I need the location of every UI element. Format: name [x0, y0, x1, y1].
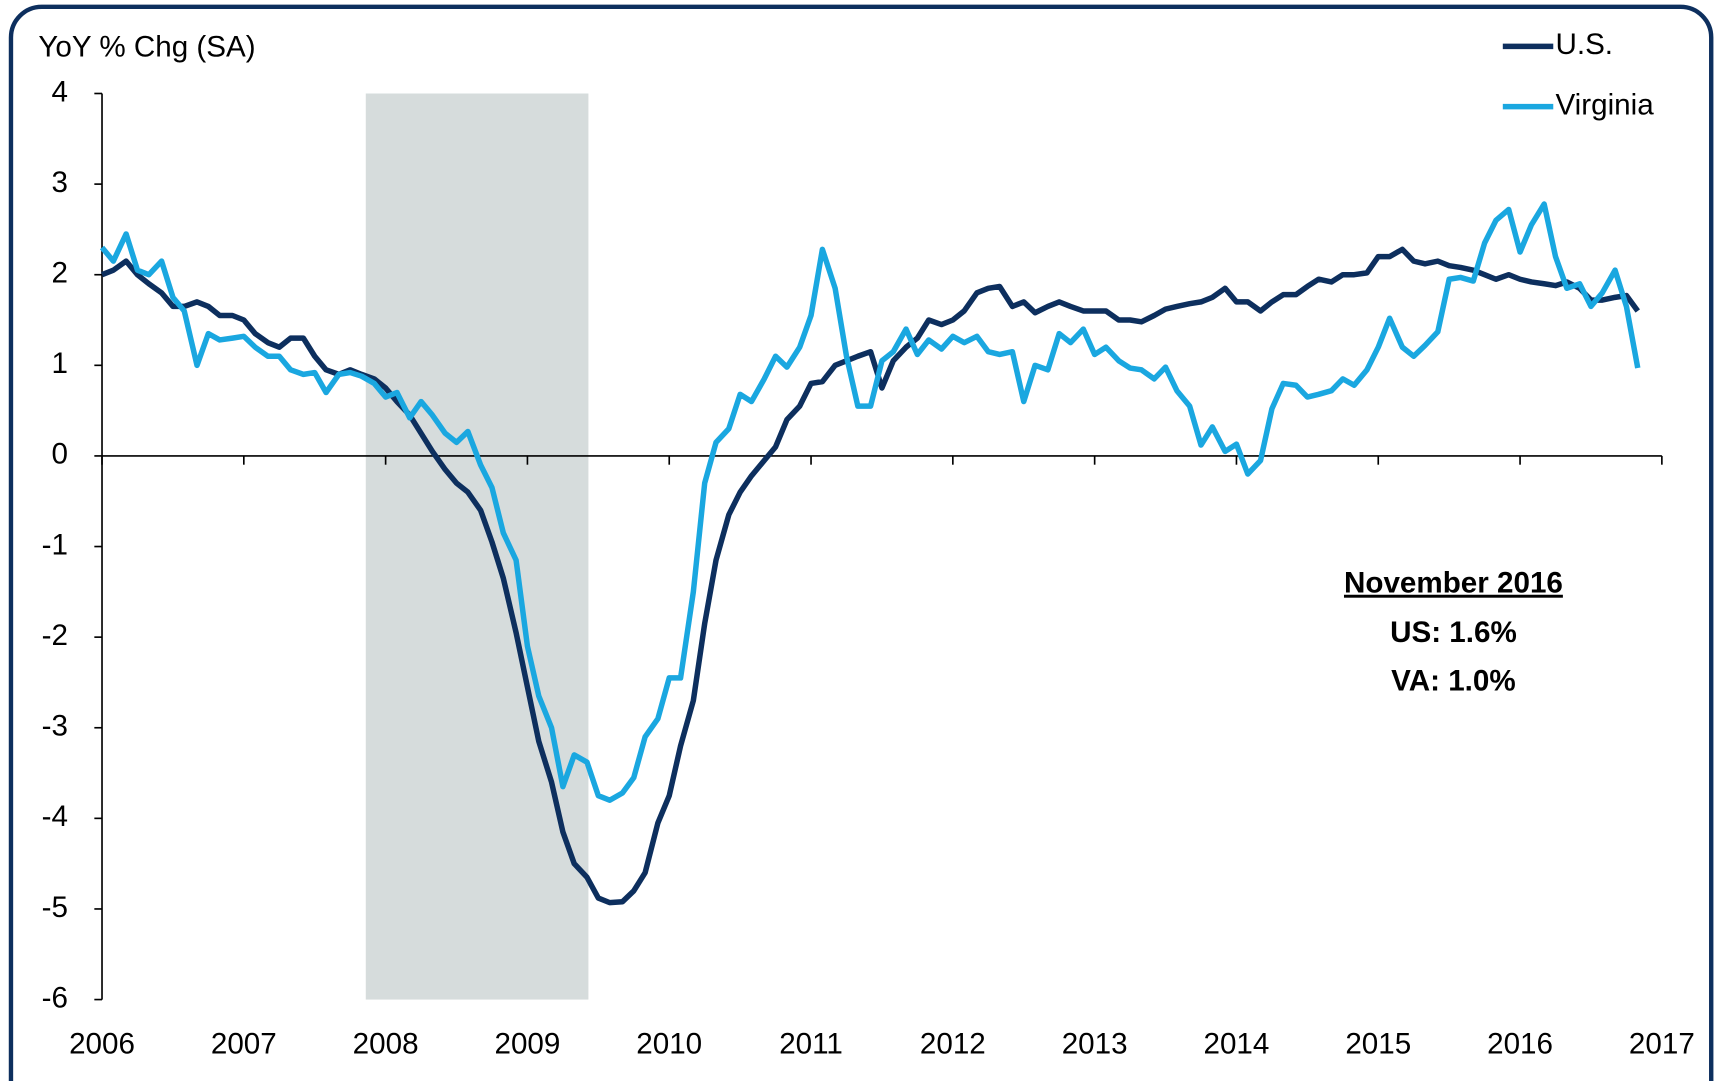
annotation-line: VA: 1.0% — [1391, 664, 1516, 697]
chart-title: YoY % Chg (SA) — [38, 30, 255, 63]
legend-label: Virginia — [1555, 88, 1654, 121]
y-tick-label: -5 — [42, 891, 68, 924]
x-tick-label: 2009 — [494, 1027, 560, 1060]
x-tick-label: 2010 — [636, 1027, 702, 1060]
frame — [8, 4, 1714, 1081]
y-tick-label: 1 — [52, 347, 68, 380]
y-tick-label: 0 — [52, 438, 68, 471]
shaded-region — [365, 93, 589, 1000]
y-tick-label: -6 — [42, 981, 68, 1014]
x-tick-label: 2006 — [69, 1027, 135, 1060]
y-tick-label: 2 — [52, 257, 68, 290]
legend-label: U.S. — [1555, 28, 1613, 61]
annotation-heading: November 2016 — [1344, 567, 1563, 600]
y-tick-label: -3 — [42, 710, 68, 743]
x-tick-label: 2008 — [353, 1027, 419, 1060]
x-tick-label: 2017 — [1629, 1027, 1695, 1060]
x-tick-label: 2015 — [1345, 1027, 1411, 1060]
x-tick-label: 2014 — [1204, 1027, 1270, 1060]
annotation-line: US: 1.6% — [1390, 616, 1517, 649]
y-tick-label: -1 — [42, 528, 68, 561]
y-tick-label: -4 — [42, 800, 68, 833]
x-tick-label: 2016 — [1487, 1027, 1553, 1060]
x-tick-label: 2012 — [920, 1027, 986, 1060]
y-tick-label: 4 — [52, 75, 68, 108]
series-line — [99, 201, 1641, 803]
y-tick-label: -2 — [42, 619, 68, 652]
x-tick-label: 2011 — [779, 1027, 843, 1060]
x-tick-label: 2013 — [1062, 1027, 1128, 1060]
x-tick-label: 2007 — [211, 1027, 277, 1060]
y-tick-label: 3 — [52, 166, 68, 199]
